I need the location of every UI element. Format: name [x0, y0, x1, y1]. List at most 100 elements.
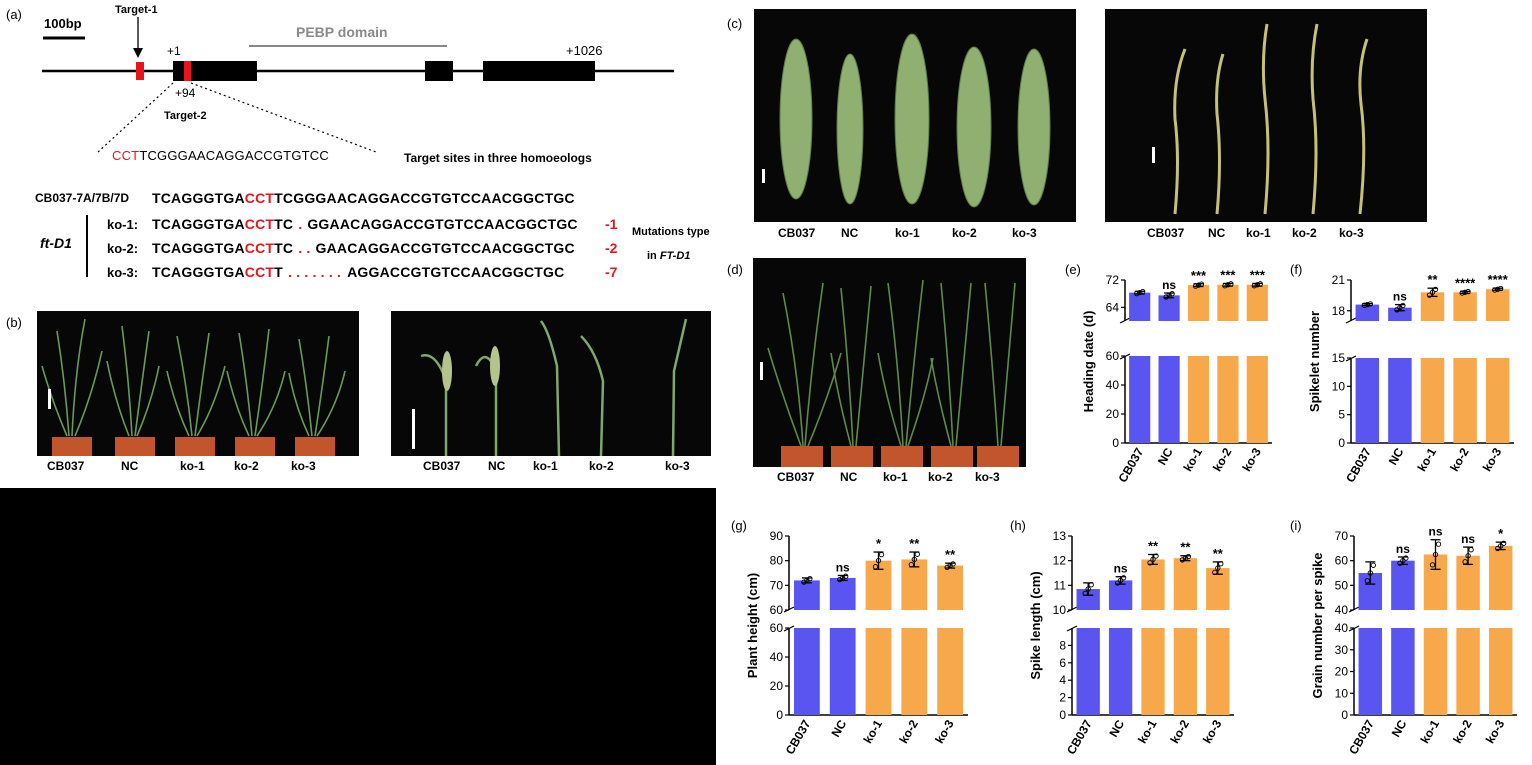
- row-seq-ko3: TCAGGGTGACCTT. . . . . . . AGGACCGTGTCCAA…: [152, 264, 564, 280]
- label-cb037: CB037: [778, 226, 816, 240]
- y-tick-label: 10: [1053, 603, 1067, 617]
- y-tick-label: 10: [1332, 379, 1346, 393]
- data-point: [1364, 301, 1370, 308]
- y-axis-label: Plant height (cm): [745, 573, 760, 678]
- y-tick-label: 15: [1332, 351, 1346, 365]
- reference-sequence: TCAGGGTGACCTTCGGGAACAGGACCGTGTCCAACGGCTG…: [152, 190, 575, 206]
- y-tick-label: 40: [1335, 621, 1349, 635]
- axis-break-mark: [1119, 317, 1131, 324]
- category-label: ko-3: [1239, 445, 1264, 474]
- data-point: [1195, 282, 1202, 288]
- y-axis-label: Spike length (cm): [1028, 571, 1043, 679]
- data-point: [1370, 562, 1376, 568]
- bar-lower-segment: [1420, 358, 1445, 443]
- data-point: [1198, 281, 1205, 287]
- label-nc: NC: [488, 459, 506, 473]
- rachis-illustration: [1152, 23, 1369, 215]
- label-nc: NC: [1208, 226, 1226, 240]
- data-point: [1498, 285, 1504, 292]
- label-ko3: ko-3: [291, 459, 316, 473]
- label-ko2: ko-2: [234, 459, 259, 473]
- seq-pre: TCAGGGTGA: [152, 240, 245, 256]
- labels-c-right: CB037 NC ko-1 ko-2 ko-3: [1105, 226, 1427, 242]
- y-tick-label: 12: [1053, 554, 1067, 568]
- significance-label: ****: [1488, 272, 1509, 287]
- bar: [1141, 559, 1165, 610]
- bar: [1485, 289, 1510, 321]
- data-point: [1492, 287, 1498, 293]
- ref-pam: CCT: [244, 190, 275, 206]
- y-tick-label: 4: [1059, 673, 1066, 687]
- data-point: [1085, 586, 1091, 592]
- category-label: NC: [1106, 717, 1127, 739]
- data-point: [908, 561, 914, 568]
- label-ko3: ko-3: [1339, 226, 1364, 240]
- significance-label: ns: [1393, 290, 1407, 304]
- scale-label: 100bp: [44, 16, 82, 31]
- data-point: [1212, 569, 1218, 576]
- chart-grain-number: 40 50 60 70 0 10 20 30 40 Grain number per spike C…: [1310, 525, 1517, 757]
- y-tick-label: 60: [770, 621, 784, 635]
- seq-mid: TC: [274, 216, 294, 232]
- plants-illustration: [41, 318, 346, 456]
- category-label: ko-3: [1483, 717, 1508, 746]
- y-tick-label: 6: [1059, 656, 1066, 670]
- significance-label: **: [945, 547, 956, 562]
- label-cb037: CB037: [777, 470, 815, 484]
- mut-type-ko2: -2: [605, 240, 618, 256]
- significance-label: ***: [1191, 268, 1207, 283]
- y-tick-label: 40: [770, 650, 784, 664]
- target1-site: [136, 62, 144, 80]
- bar-lower-segment: [1158, 356, 1180, 443]
- bar-lower-segment: [1141, 628, 1165, 715]
- significance-label: ***: [1250, 268, 1266, 282]
- bar: [1217, 284, 1239, 321]
- exon-2: [425, 61, 453, 81]
- ref-post: TCGGGAACAGGACCGTGTCCAACGGCTGC: [274, 190, 575, 206]
- data-point: [1400, 302, 1406, 309]
- category-label: ko-3: [932, 717, 957, 746]
- y-tick-label: 20: [1106, 407, 1120, 421]
- bar-lower-segment: [1076, 628, 1100, 715]
- seq-post: GGAACAGGACCGTGTCCAACGGCTGC: [307, 216, 578, 232]
- bar: [1456, 555, 1480, 610]
- panel-label-c: (c): [727, 16, 743, 31]
- y-tick-label: 30: [1335, 643, 1349, 657]
- bar: [1129, 292, 1151, 321]
- category-label: ko-1: [1181, 445, 1206, 474]
- significance-label: ns: [1428, 525, 1442, 539]
- data-point: [1397, 560, 1403, 566]
- row-name-ko1: ko-1:: [107, 217, 139, 232]
- y-tick-label: 20: [770, 679, 784, 693]
- label-ko2: ko-2: [589, 459, 614, 473]
- significance-label: ns: [1162, 278, 1176, 292]
- chart-plant-height: 60 70 80 90 0 20 40 60 Plant height (cm) CB037 ns N…: [745, 529, 968, 757]
- gene-model-panel: 100bp Target-1 +1 +94 +1026 PEBP domain …: [0, 0, 715, 300]
- bar-lower-segment: [1206, 628, 1230, 715]
- group-label: ft-D1: [40, 235, 72, 251]
- bar: [794, 580, 820, 610]
- y-tick-label: 8: [1059, 638, 1066, 652]
- label-nc: NC: [840, 470, 858, 484]
- label-ko1: ko-1: [1246, 226, 1271, 240]
- y-axis-label: Spikelet number: [1307, 311, 1322, 412]
- significance-label: ns: [1396, 542, 1410, 556]
- bar: [1076, 589, 1100, 610]
- seq-deletion: . . . . . . .: [287, 264, 342, 280]
- y-tick-label: 70: [1335, 529, 1349, 543]
- label-nc: NC: [121, 459, 139, 473]
- y-tick-label: 10: [1335, 686, 1349, 700]
- data-point: [872, 564, 879, 570]
- data-point: [1361, 302, 1367, 308]
- data-point: [914, 551, 920, 557]
- target2-label: Target-2: [164, 110, 207, 122]
- data-point: [950, 561, 956, 567]
- chart-heading-date: 64 72 0 20 40 60 Heading date (d) CB037 ns NC *** k…: [1081, 268, 1272, 485]
- label-ko1: ko-1: [180, 459, 205, 473]
- data-point: [1082, 590, 1088, 597]
- y-tick-label: 70: [770, 578, 784, 592]
- y-tick-label: 0: [1112, 436, 1119, 450]
- note-gene: FT-D1: [659, 250, 691, 262]
- photo-c-rachis: [1105, 9, 1427, 222]
- data-point: [1429, 562, 1436, 568]
